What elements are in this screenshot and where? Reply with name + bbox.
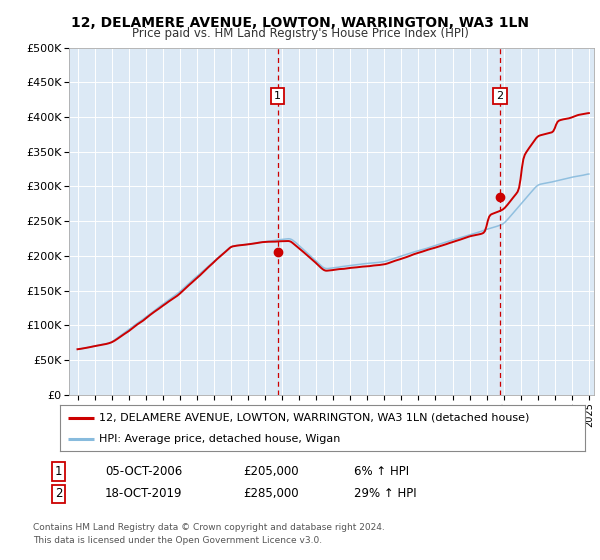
Text: This data is licensed under the Open Government Licence v3.0.: This data is licensed under the Open Gov… [33, 536, 322, 545]
Text: 05-OCT-2006: 05-OCT-2006 [105, 465, 182, 478]
Text: Contains HM Land Registry data © Crown copyright and database right 2024.: Contains HM Land Registry data © Crown c… [33, 523, 385, 532]
Text: 12, DELAMERE AVENUE, LOWTON, WARRINGTON, WA3 1LN: 12, DELAMERE AVENUE, LOWTON, WARRINGTON,… [71, 16, 529, 30]
Text: 18-OCT-2019: 18-OCT-2019 [105, 487, 182, 501]
Text: £205,000: £205,000 [243, 465, 299, 478]
Text: 12, DELAMERE AVENUE, LOWTON, WARRINGTON, WA3 1LN (detached house): 12, DELAMERE AVENUE, LOWTON, WARRINGTON,… [100, 413, 530, 423]
Text: HPI: Average price, detached house, Wigan: HPI: Average price, detached house, Wiga… [100, 435, 341, 444]
Text: 29% ↑ HPI: 29% ↑ HPI [354, 487, 416, 501]
Text: 6% ↑ HPI: 6% ↑ HPI [354, 465, 409, 478]
Text: 1: 1 [55, 465, 62, 478]
Text: 1: 1 [274, 91, 281, 101]
Text: Price paid vs. HM Land Registry's House Price Index (HPI): Price paid vs. HM Land Registry's House … [131, 27, 469, 40]
Text: 2: 2 [497, 91, 503, 101]
Text: £285,000: £285,000 [243, 487, 299, 501]
Text: 2: 2 [55, 487, 62, 501]
